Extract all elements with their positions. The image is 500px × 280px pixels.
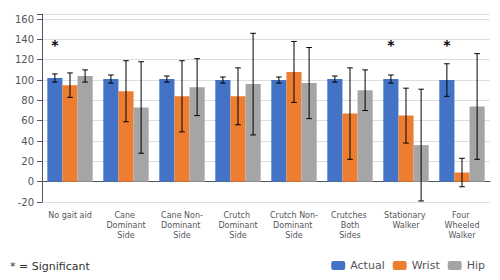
svg-text:No gait aid: No gait aid bbox=[48, 211, 92, 220]
svg-text:100: 100 bbox=[15, 75, 34, 86]
svg-text:Walker: Walker bbox=[392, 221, 420, 230]
svg-text:Side: Side bbox=[173, 231, 190, 240]
svg-text:Four: Four bbox=[452, 211, 472, 220]
svg-text:Crutch: Crutch bbox=[223, 211, 252, 220]
svg-text:40: 40 bbox=[21, 136, 34, 147]
svg-text:Both: Both bbox=[341, 221, 360, 230]
svg-text:Dominant: Dominant bbox=[218, 221, 257, 230]
svg-text:Dominant: Dominant bbox=[161, 221, 203, 230]
svg-text:-20: -20 bbox=[18, 197, 34, 208]
svg-text:Crutches: Crutches bbox=[331, 211, 369, 220]
svg-text:60: 60 bbox=[21, 115, 34, 126]
svg-text:Wheeled: Wheeled bbox=[444, 221, 479, 230]
svg-text:140: 140 bbox=[15, 34, 34, 45]
svg-text:Side: Side bbox=[117, 231, 134, 240]
svg-text:* = Significant: * = Significant bbox=[10, 260, 90, 273]
svg-text:*: * bbox=[443, 37, 451, 53]
svg-text:160: 160 bbox=[15, 14, 34, 25]
svg-text:Side: Side bbox=[285, 231, 302, 240]
svg-text:Dominant: Dominant bbox=[273, 221, 315, 230]
svg-text:Side: Side bbox=[229, 231, 246, 240]
svg-text:0: 0 bbox=[28, 176, 34, 187]
svg-text:Sides: Sides bbox=[339, 231, 360, 240]
svg-text:120: 120 bbox=[15, 54, 34, 65]
svg-text:Wrist: Wrist bbox=[412, 259, 441, 272]
svg-text:*: * bbox=[387, 37, 395, 53]
svg-text:Crutch Non-: Crutch Non- bbox=[270, 211, 318, 220]
svg-text:80: 80 bbox=[21, 95, 34, 106]
svg-text:Dominant: Dominant bbox=[106, 221, 145, 230]
svg-text:Actual: Actual bbox=[350, 259, 384, 272]
svg-text:20: 20 bbox=[21, 156, 34, 167]
svg-text:Cane Non-: Cane Non- bbox=[161, 211, 203, 220]
svg-text:Cane: Cane bbox=[114, 211, 137, 220]
svg-text:Stationary: Stationary bbox=[384, 211, 428, 220]
svg-text:*: * bbox=[51, 37, 59, 53]
svg-text:Hip: Hip bbox=[467, 259, 485, 272]
svg-text:Walker: Walker bbox=[448, 231, 476, 240]
